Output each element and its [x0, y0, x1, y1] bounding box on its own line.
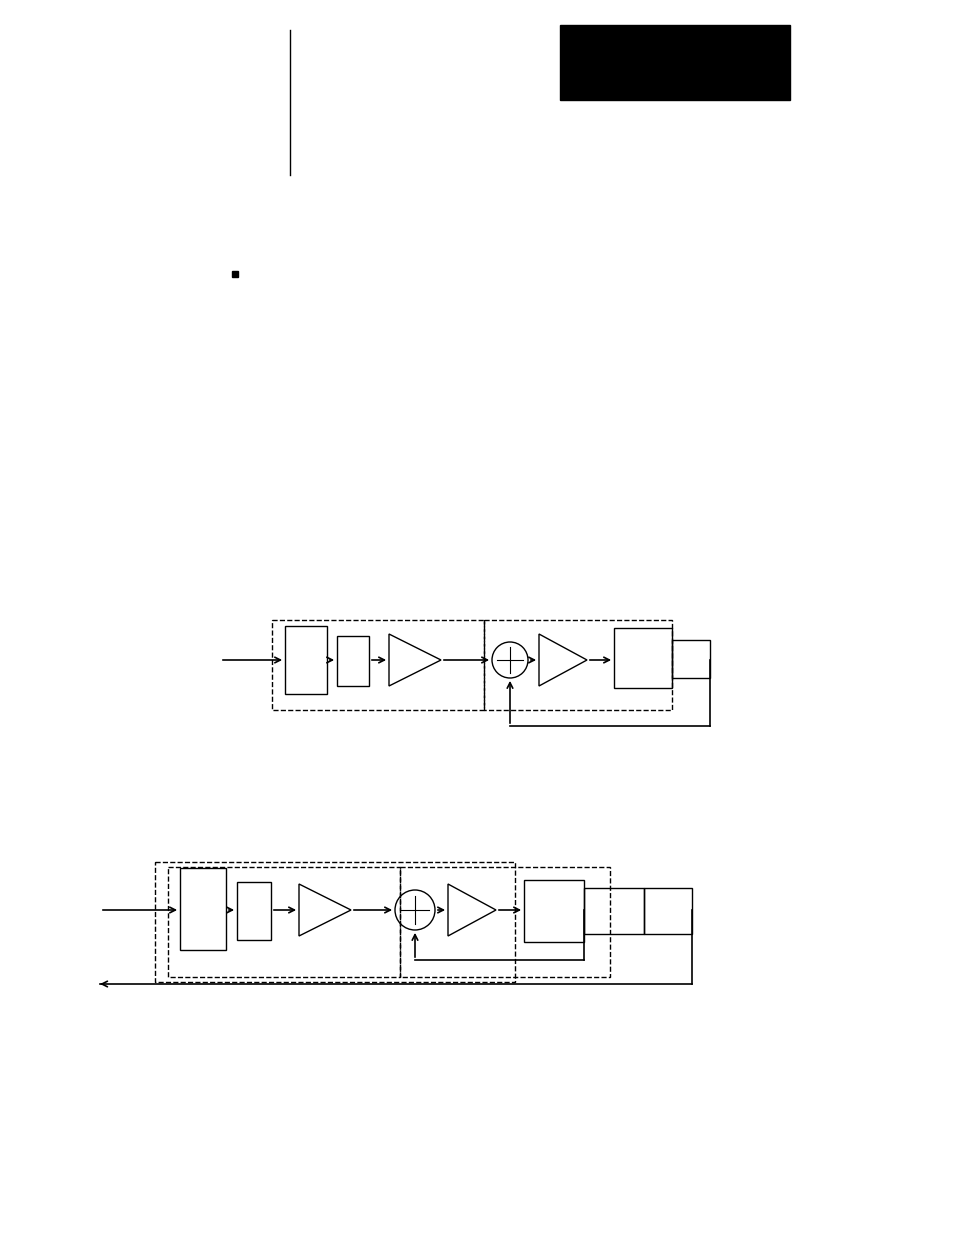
Bar [399, 867, 609, 977]
Bar [483, 620, 671, 710]
Bar [285, 626, 327, 694]
Bar [643, 888, 691, 934]
Bar [671, 640, 709, 678]
Bar [523, 881, 583, 942]
Bar [154, 862, 515, 982]
Bar [336, 636, 369, 685]
Bar [583, 888, 643, 934]
Bar [180, 868, 226, 950]
Bar [272, 620, 483, 710]
Bar [614, 629, 671, 688]
Bar [236, 882, 271, 940]
Bar [168, 867, 399, 977]
Bar [559, 25, 789, 100]
